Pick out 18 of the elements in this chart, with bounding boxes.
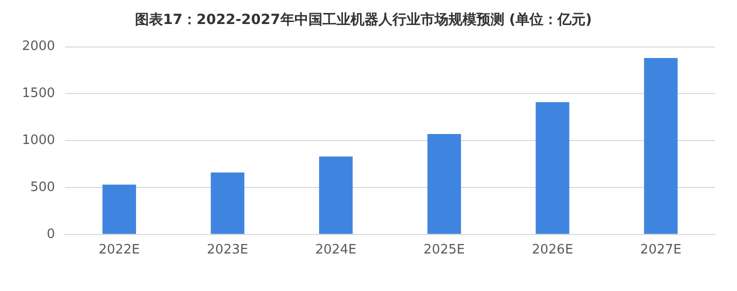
bar	[210, 172, 244, 234]
x-tick-label: 2024E	[315, 242, 357, 258]
bar	[319, 156, 353, 234]
y-tick-label: 500	[30, 180, 56, 195]
x-tick-label: 2025E	[424, 242, 465, 258]
bar	[536, 102, 570, 234]
y-tick-label: 1000	[22, 132, 56, 148]
chart-title: 图表17：2022-2027年中国工业机器人行业市场规模预测 (单位：亿元)	[135, 11, 592, 28]
y-tick-label: 0	[46, 226, 56, 242]
x-tick-label: 2023E	[206, 242, 248, 258]
y-tick-label: 1500	[22, 86, 56, 102]
bar	[102, 184, 136, 234]
x-tick-label: 2022E	[98, 242, 140, 258]
bar	[427, 134, 461, 234]
x-tick-label: 2027E	[640, 242, 682, 258]
x-tick-label: 2026E	[532, 242, 574, 258]
y-tick-label: 2000	[22, 39, 56, 54]
bar	[644, 58, 678, 234]
